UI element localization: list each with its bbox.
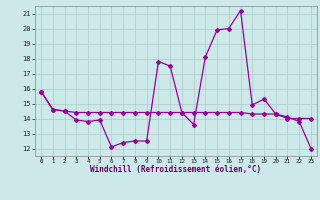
X-axis label: Windchill (Refroidissement éolien,°C): Windchill (Refroidissement éolien,°C) [91,165,261,174]
